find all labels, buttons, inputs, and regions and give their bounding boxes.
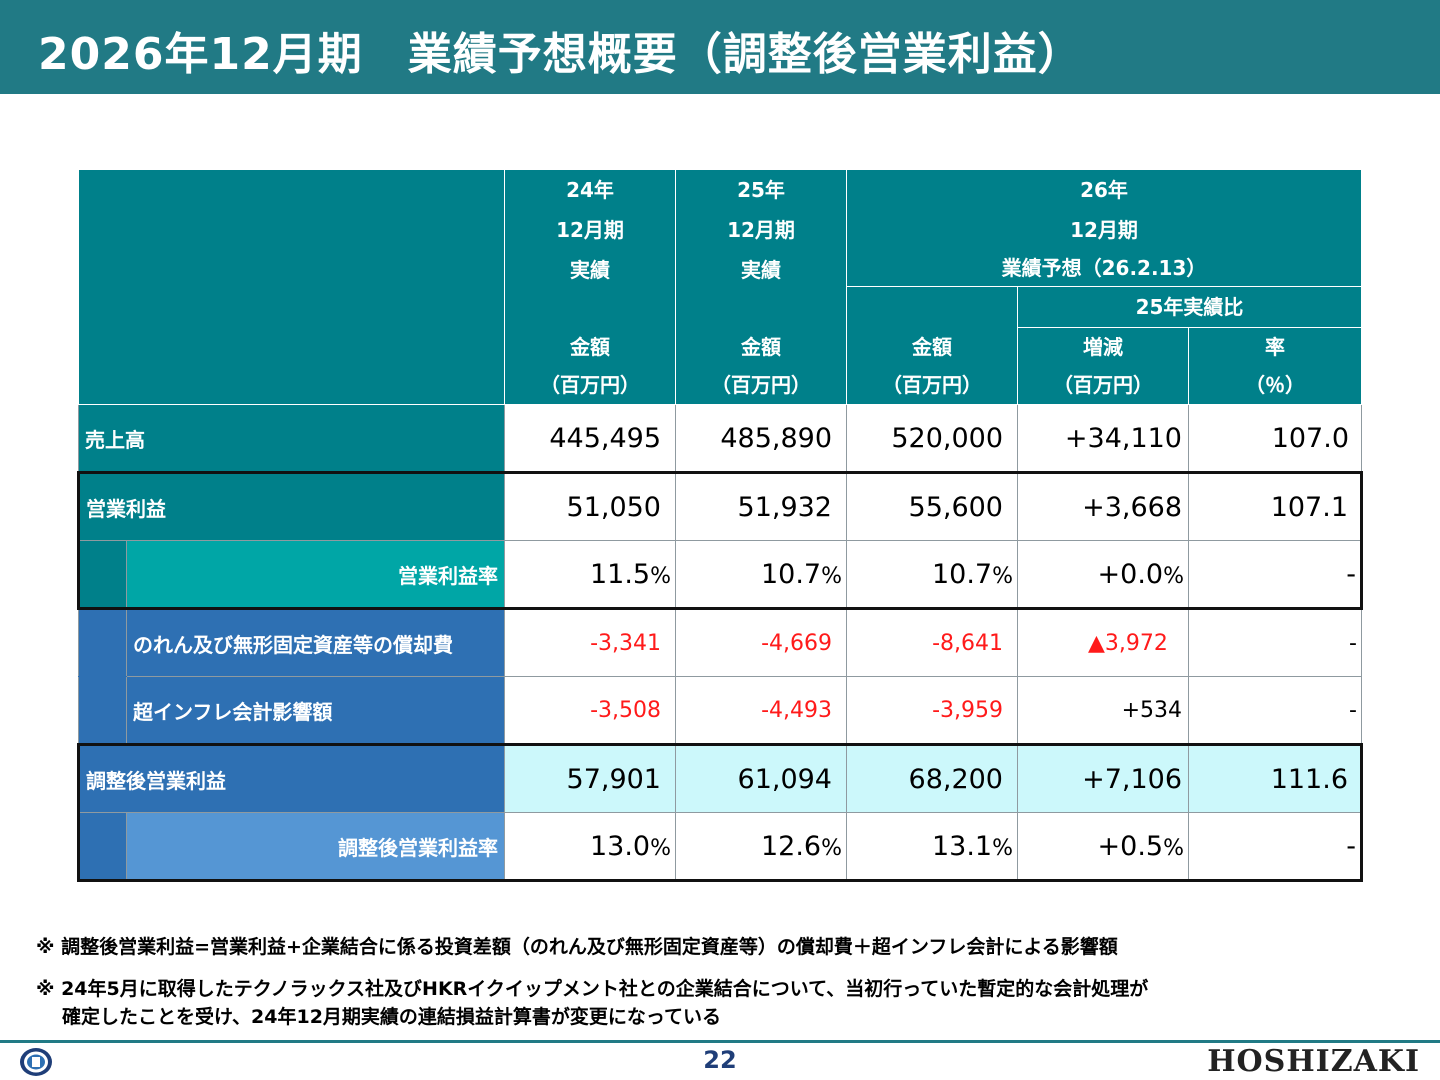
cell-diff: +0.0% — [1017, 540, 1189, 610]
cell-rate: - — [1188, 812, 1363, 882]
cell-fy25: 485,890 — [675, 404, 847, 473]
cell-fy24: 445,495 — [504, 404, 676, 473]
header-fy26: 26年 12月期 業績予想（26.2.13） — [846, 169, 1362, 287]
page-title: 2026年12月期 業績予想概要（調整後営業利益） — [38, 29, 1083, 80]
cell-fy26: -3,959 — [846, 676, 1018, 745]
cell-fy24: -3,341 — [504, 608, 676, 677]
header-fy24: 24年 12月期 実績 金額 （百万円） — [504, 169, 676, 405]
cell-fy24: 57,901 — [504, 743, 676, 813]
row-adj-op: 調整後営業利益 57,901 61,094 68,200 +7,106 111.… — [77, 743, 1363, 813]
row-sales: 売上高 445,495 485,890 520,000 +34,110 107.… — [78, 404, 1362, 473]
cell-fy26: 10.7% — [846, 540, 1018, 610]
note-acquisition-1: ※ 24年5月に取得したテクノラックス社及びHKRイクイップメント社との企業結合… — [36, 978, 1149, 1000]
row-label: 超インフレ会計影響額 — [126, 676, 505, 745]
header-row-3: 増減 （百万円） 率 （％） — [79, 327, 1362, 405]
cell-diff: +0.5% — [1017, 812, 1189, 882]
header-fy25: 25年 12月期 実績 金額 （百万円） — [675, 169, 847, 405]
cell-diff: ▲3,972 — [1017, 608, 1189, 677]
row-label: 営業利益 — [77, 471, 505, 541]
cell-fy24: -3,508 — [504, 676, 676, 745]
cell-fy25: 51,932 — [675, 471, 847, 541]
note-adjusted-definition: ※ 調整後営業利益=営業利益+企業結合に係る投資差額（のれん及び無形固定資産等）… — [36, 936, 1118, 958]
row-indent — [77, 540, 127, 610]
note-acquisition-2: 確定したことを受け、24年12月期実績の連結損益計算書が変更になっている — [62, 1006, 721, 1028]
row-indent — [78, 676, 127, 745]
row-label: 売上高 — [78, 404, 505, 473]
cell-fy25: 12.6% — [675, 812, 847, 882]
forecast-table: 24年 12月期 実績 金額 （百万円） 25年 12月期 実績 金額 （百万円… — [77, 169, 1363, 882]
cell-fy24: 51,050 — [504, 471, 676, 541]
cell-rate: 107.1 — [1188, 471, 1363, 541]
row-op-margin: 営業利益率 11.5% 10.7% 10.7% +0.0% - — [77, 540, 1363, 610]
cell-rate: 111.6 — [1188, 743, 1363, 813]
cell-fy25: -4,669 — [675, 608, 847, 677]
header-row-1: 24年 12月期 実績 金額 （百万円） 25年 12月期 実績 金額 （百万円… — [78, 169, 1362, 405]
header-corner — [78, 169, 505, 405]
cell-fy26: 13.1% — [846, 812, 1018, 882]
footer-divider — [0, 1040, 1440, 1043]
page-number: 22 — [703, 1046, 737, 1074]
cell-fy24: 13.0% — [504, 812, 676, 882]
company-logo: HOSHIZAKI — [1207, 1044, 1420, 1079]
row-label: のれん及び無形固定資産等の償却費 — [126, 608, 505, 677]
row-indent — [78, 608, 127, 677]
cell-fy24: 11.5% — [504, 540, 676, 610]
row-op: 営業利益 51,050 51,932 55,600 +3,668 107.1 — [77, 471, 1363, 541]
row-label: 調整後営業利益 — [77, 743, 505, 813]
cell-diff: +7,106 — [1017, 743, 1189, 813]
cell-rate: - — [1188, 540, 1363, 610]
header-vs-prev: 25年実績比 — [1017, 286, 1362, 328]
cell-rate: 107.0 — [1188, 404, 1362, 473]
row-label: 調整後営業利益率 — [126, 812, 505, 882]
header-change: 増減 （百万円） — [1017, 327, 1189, 405]
header-row-2: 金額 （百万円） 25年実績比 — [79, 286, 1362, 405]
cell-fy26: 68,200 — [846, 743, 1018, 813]
row-hyperinflation: 超インフレ会計影響額 -3,508 -4,493 -3,959 +534 - — [78, 676, 1362, 745]
cell-rate: - — [1188, 676, 1362, 745]
cell-fy26: 55,600 — [846, 471, 1018, 541]
cell-fy25: 10.7% — [675, 540, 847, 610]
row-label: 営業利益率 — [126, 540, 505, 610]
cell-rate: - — [1188, 608, 1362, 677]
row-indent — [77, 812, 127, 882]
row-amort: のれん及び無形固定資産等の償却費 -3,341 -4,669 -8,641 ▲3… — [78, 608, 1362, 677]
header-fy26-amount: 金額 （百万円） — [846, 286, 1018, 405]
cell-fy26: -8,641 — [846, 608, 1018, 677]
cell-fy25: -4,493 — [675, 676, 847, 745]
cell-diff: +34,110 — [1017, 404, 1189, 473]
row-adj-margin: 調整後営業利益率 13.0% 12.6% 13.1% +0.5% - — [77, 812, 1363, 882]
cell-diff: +534 — [1017, 676, 1189, 745]
header-rate: 率 （％） — [1188, 327, 1362, 405]
company-seal-icon — [20, 1048, 52, 1076]
cell-diff: +3,668 — [1017, 471, 1189, 541]
title-bar: 2026年12月期 業績予想概要（調整後営業利益） — [0, 0, 1440, 94]
cell-fy26: 520,000 — [846, 404, 1018, 473]
cell-fy25: 61,094 — [675, 743, 847, 813]
